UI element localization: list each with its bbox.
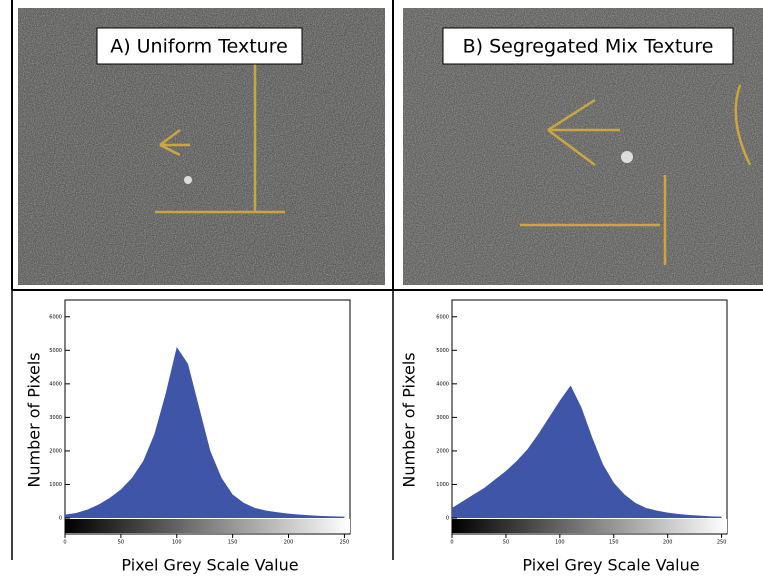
y-axis-label: Number of Pixels: [400, 352, 419, 487]
x-tick-label: 50: [503, 540, 509, 546]
y-tick-label: 5000: [436, 348, 449, 354]
x-tick-label: 0: [450, 540, 453, 546]
y-tick-label: 3000: [49, 415, 62, 421]
x-tick-label: 0: [63, 540, 66, 546]
y-tick-label: 0: [59, 516, 62, 522]
y-tick-label: 1000: [436, 482, 449, 488]
x-tick-label: 50: [118, 540, 124, 546]
x-tick-label: 250: [340, 540, 350, 546]
x-tick-label: 200: [284, 540, 294, 546]
grey-scale-bar: [65, 519, 350, 533]
y-axis-label: Number of Pixels: [25, 352, 44, 487]
x-tick-label: 100: [555, 540, 565, 546]
y-tick-label: 1000: [49, 482, 62, 488]
photo-label: B) Segregated Mix Texture: [463, 36, 714, 58]
x-tick-label: 150: [609, 540, 619, 546]
x-tick-label: 100: [172, 540, 182, 546]
y-tick-label: 3000: [436, 415, 449, 421]
x-tick-label: 250: [717, 540, 727, 546]
y-tick-label: 6000: [436, 314, 449, 320]
x-tick-label: 150: [228, 540, 238, 546]
grey-scale-bar: [452, 519, 727, 533]
y-tick-label: 2000: [49, 448, 62, 454]
histogram-area: [65, 346, 345, 518]
photo-label: A) Uniform Texture: [110, 36, 288, 58]
y-tick-label: 0: [446, 516, 449, 522]
x-tick-label: 200: [663, 540, 673, 546]
y-tick-label: 2000: [436, 448, 449, 454]
y-tick-label: 4000: [49, 381, 62, 387]
histogram-area: [452, 385, 722, 518]
y-tick-label: 4000: [436, 381, 449, 387]
y-tick-label: 5000: [49, 348, 62, 354]
y-tick-label: 6000: [49, 314, 62, 320]
x-axis-label: Pixel Grey Scale Value: [121, 556, 298, 575]
x-axis-label: Pixel Grey Scale Value: [522, 556, 699, 575]
